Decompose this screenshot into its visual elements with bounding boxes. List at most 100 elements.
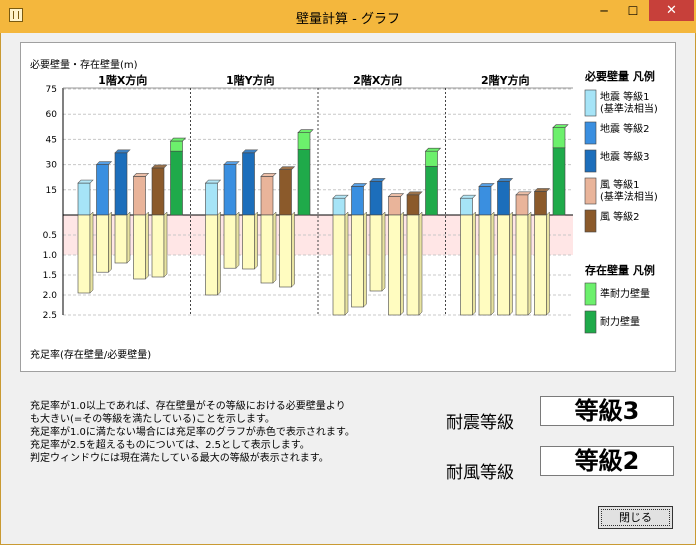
required-bar: [114, 152, 128, 216]
title-bar: 壁量計算 - グラフ ─ ☐ ✕: [0, 0, 696, 33]
required-bar: [351, 186, 364, 216]
required-bar-top: [369, 178, 386, 182]
app-icon: [9, 8, 23, 22]
ratio-bar-side: [235, 211, 240, 269]
existing-bar-sub: [170, 140, 183, 152]
ratio-bar-side: [163, 211, 168, 278]
legend-swatch: [584, 282, 597, 306]
required-bar-top: [459, 194, 477, 199]
close-button[interactable]: 閉じる: [598, 506, 673, 529]
legend-label: 準耐力壁量: [600, 287, 650, 300]
required-bar: [388, 196, 401, 216]
wind-grade-value: 等級2: [540, 446, 674, 476]
notes: 充足率が1.0以上であれば、存在壁量がその等級における必要壁量より も大きい(=…: [30, 400, 430, 465]
required-bar-top: [350, 183, 368, 187]
legend-swatch: [584, 149, 597, 173]
required-bar-top: [278, 166, 296, 170]
ratio-bar-side: [363, 211, 367, 308]
legend-sublabel: (基準法相当): [600, 190, 658, 203]
existing-bar-sub: [552, 127, 566, 149]
legend-label: 風 等級1: [600, 178, 640, 191]
existing-bar-sub: [425, 150, 438, 167]
ratio-tick-label: 2.0: [43, 291, 58, 301]
ratio-bar: [388, 214, 401, 316]
ratio-bar: [133, 214, 146, 280]
ratio-bar: [242, 214, 255, 270]
ratio-bar: [478, 214, 492, 316]
existing-bar-main: [425, 165, 438, 216]
minimize-button[interactable]: ─: [600, 4, 608, 18]
required-bar-top: [406, 191, 423, 196]
ratio-bar: [515, 214, 529, 316]
ratio-bar: [77, 214, 91, 294]
ratio-bar-side: [291, 211, 295, 288]
ratio-tick-label: 1.0: [43, 251, 58, 261]
seismic-grade-label: 耐震等級: [446, 413, 514, 433]
group-label: 1階X方向: [98, 73, 147, 87]
ratio-bar: [332, 214, 346, 316]
required-bar-top: [132, 173, 150, 177]
required-bar: [223, 164, 237, 216]
legend-swatch: [584, 209, 597, 233]
group-label: 2階Y方向: [481, 73, 530, 87]
required-bar-top: [241, 149, 259, 154]
existing-bar-sub: [297, 132, 311, 150]
y-tick-label: 30: [46, 161, 58, 171]
required-bar: [77, 182, 91, 216]
ratio-bar: [369, 214, 383, 292]
required-bar: [369, 181, 383, 216]
legend-label: 風 等級2: [600, 210, 640, 223]
existing-bar-main: [297, 149, 311, 216]
required-bar-top: [151, 164, 168, 169]
required-bar: [279, 169, 292, 216]
ratio-bar: [205, 214, 218, 296]
legend-label: 耐力壁量: [600, 315, 640, 328]
required-bar: [497, 181, 510, 216]
maximize-button[interactable]: ☐: [627, 4, 639, 18]
ratio-bar: [96, 214, 109, 273]
legend-existing-title: 存在壁量 凡例: [585, 263, 655, 277]
existing-bar-top: [424, 147, 442, 152]
ratio-bar-side: [217, 211, 221, 296]
legend-sublabel: (基準法相当): [600, 102, 658, 115]
ratio-tick-label: 2.5: [43, 311, 57, 321]
required-bar: [515, 194, 529, 216]
close-window-button[interactable]: ✕: [649, 0, 694, 21]
legend-swatch: [584, 177, 597, 205]
ratio-bar-side: [509, 211, 513, 316]
required-bar: [242, 152, 255, 216]
note-line: も大きい(=その等級を満たしている)ことを示します。: [30, 414, 275, 425]
ratio-bar-side: [108, 211, 112, 273]
required-bar-top: [223, 161, 240, 165]
ratio-bar-side: [126, 211, 131, 264]
legend-label: 地震 等級3: [600, 150, 650, 163]
existing-bar-main: [170, 150, 183, 216]
required-bar: [332, 197, 346, 216]
ratio-bar: [534, 214, 547, 316]
chart-panel: [20, 42, 676, 372]
note-line: 判定ウィンドウには現在満たしている最大の等級が表示されます。: [30, 453, 329, 464]
ratio-bar-side: [272, 211, 277, 284]
required-bar-top: [496, 178, 514, 182]
ratio-bar: [114, 214, 128, 264]
required-bar-top: [260, 173, 277, 177]
ratio-bar-side: [254, 211, 258, 270]
required-bar: [96, 164, 109, 216]
existing-bar-top: [297, 129, 314, 133]
window-title: 壁量計算 - グラフ: [296, 12, 400, 27]
wind-grade-label: 耐風等級: [446, 463, 514, 483]
wall-chart: 必要壁量・存在壁量(m) 充足率(存在壁量/必要壁量) 75 60 45 30 15 0.5 1…: [30, 58, 658, 361]
legend-swatch: [584, 89, 597, 117]
required-bar: [151, 167, 165, 216]
required-bar: [478, 186, 492, 216]
note-line: 充足率が1.0に満たない場合には充足率のグラフが赤色で表示されます。: [30, 427, 355, 438]
note-line: 充足率が1.0以上であれば、存在壁量がその等級における必要壁量より: [30, 401, 346, 412]
ratio-tick-label: 1.5: [43, 271, 57, 281]
seismic-grade-value: 等級3: [540, 396, 674, 426]
ratio-bar: [260, 214, 274, 284]
ratio-bar-side: [381, 211, 386, 292]
required-bar: [133, 176, 146, 216]
ratio-bar: [460, 214, 473, 316]
ratio-bar: [151, 214, 165, 278]
required-bar: [460, 197, 473, 216]
